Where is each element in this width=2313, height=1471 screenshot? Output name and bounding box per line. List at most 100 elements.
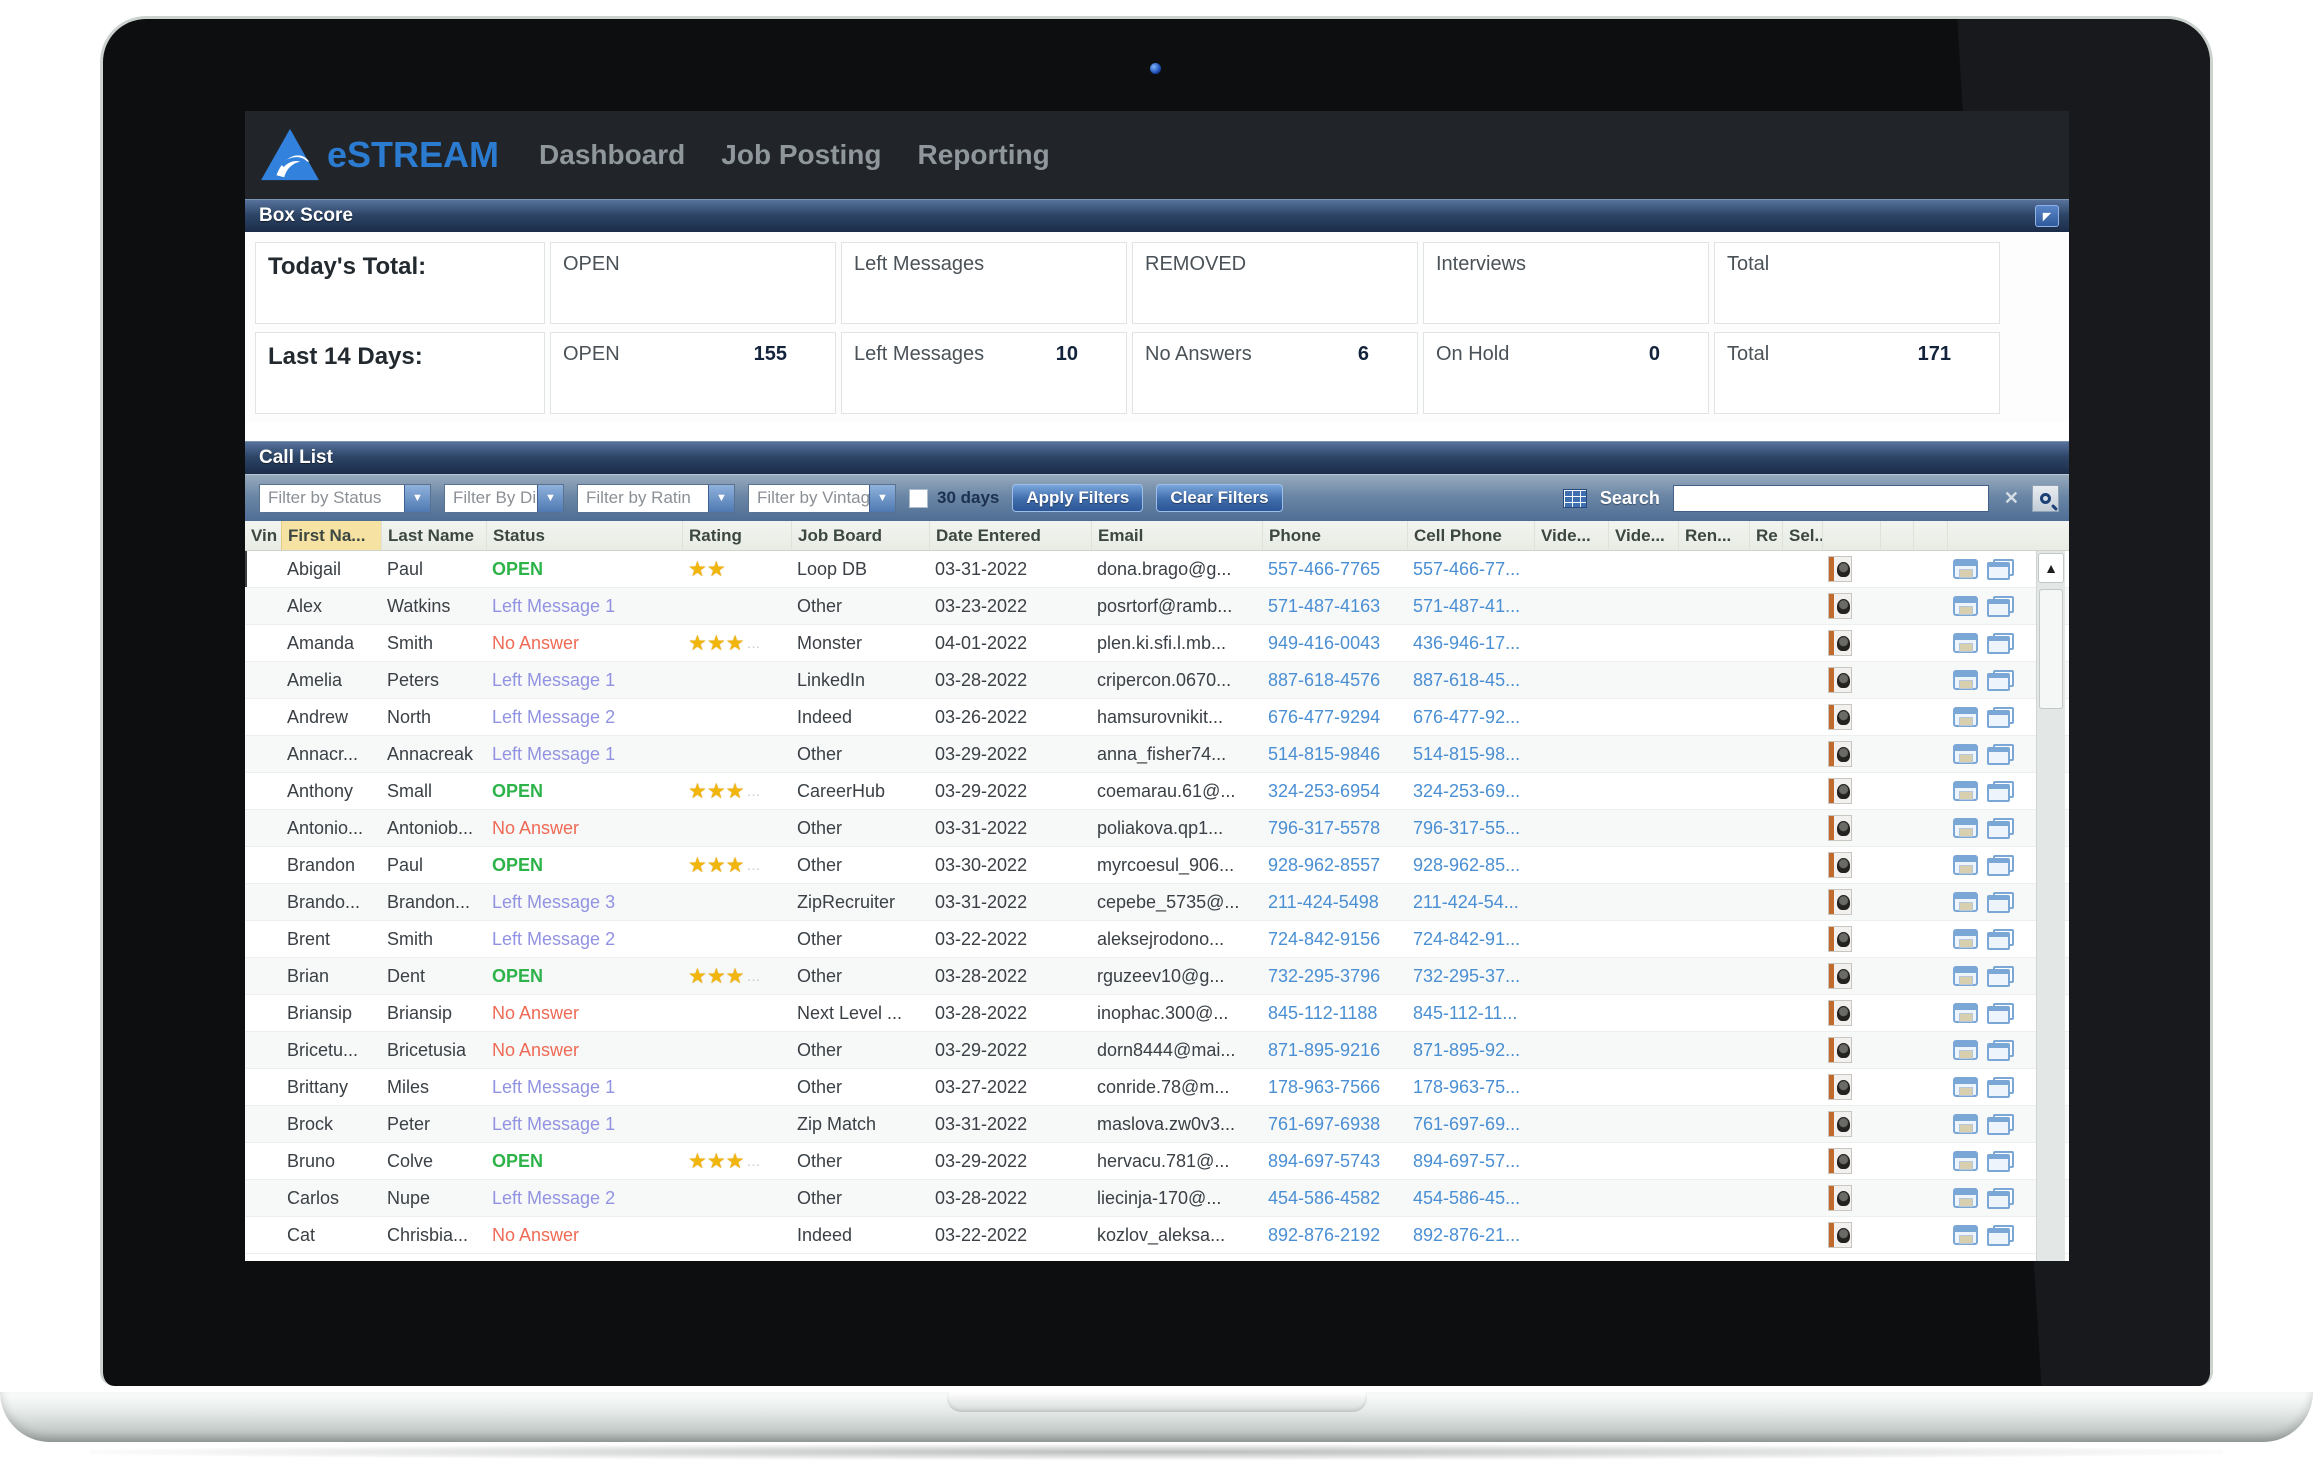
column-header-18[interactable] (1947, 521, 2024, 550)
column-header-14[interactable]: Sel... (1782, 521, 1822, 550)
contact-card-icon[interactable] (1828, 1148, 1852, 1174)
table-row[interactable]: Brando... Brandon... Left Message 3 ZipRecr… (245, 884, 2069, 921)
phone-link[interactable]: 324-253-6954 (1268, 780, 1381, 801)
column-header-10[interactable]: Vide... (1534, 521, 1608, 550)
phone-link[interactable]: 676-477-9294 (1268, 706, 1381, 727)
days-checkbox[interactable] (909, 488, 928, 508)
cascade-windows-icon[interactable] (1987, 1224, 2014, 1246)
table-row[interactable]: Bricetu... Bricetusia No Answer Other 03-29-… (245, 1032, 2069, 1069)
cell-phone-link[interactable]: 871-895-92... (1413, 1039, 1521, 1060)
table-row[interactable]: Cat Chrisbia... No Answer Indeed 03-22-2022 k… (245, 1217, 2069, 1254)
cascade-windows-icon[interactable] (1987, 706, 2014, 728)
filter-dropdown-1[interactable]: Filter by Status ▼ (259, 483, 431, 513)
filter-dropdown-2[interactable]: Filter By Di ▼ (444, 483, 564, 513)
open-record-icon[interactable] (1953, 1188, 1978, 1208)
column-header-1[interactable]: First Na... (281, 521, 381, 550)
cascade-windows-icon[interactable] (1987, 1187, 2014, 1209)
open-record-icon[interactable] (1953, 1151, 1978, 1171)
cell-phone-link[interactable]: 454-586-45... (1413, 1187, 1521, 1208)
table-row[interactable]: Andrew North Left Message 2 Indeed 03-26-202… (245, 699, 2069, 736)
contact-card-icon[interactable] (1828, 926, 1852, 952)
table-row[interactable]: Brandon Paul OPEN ★★★… Other 03-30-2022 myrcoe… (245, 847, 2069, 884)
open-record-icon[interactable] (1953, 966, 1978, 986)
cell-phone-link[interactable]: 724-842-91... (1413, 928, 1521, 949)
clear-filters-button[interactable]: Clear Filters (1156, 484, 1283, 512)
open-record-icon[interactable] (1953, 596, 1978, 616)
phone-link[interactable]: 887-618-4576 (1268, 669, 1381, 690)
table-row[interactable]: Alex Watkins Left Message 1 Other 03-23-2022… (245, 588, 2069, 625)
column-header-3[interactable]: Status (486, 521, 682, 550)
column-header-12[interactable]: Ren... (1678, 521, 1749, 550)
cell-phone-link[interactable]: 324-253-69... (1413, 780, 1521, 801)
phone-link[interactable]: 557-466-7765 (1268, 558, 1381, 579)
phone-link[interactable]: 454-586-4582 (1268, 1187, 1381, 1208)
open-record-icon[interactable] (1953, 707, 1978, 727)
phone-link[interactable]: 514-815-9846 (1268, 743, 1381, 764)
open-record-icon[interactable] (1953, 670, 1978, 690)
search-input[interactable] (1672, 484, 1989, 512)
cascade-windows-icon[interactable] (1987, 780, 2014, 802)
phone-link[interactable]: 571-487-4163 (1268, 595, 1381, 616)
cascade-windows-icon[interactable] (1987, 743, 2014, 765)
open-record-icon[interactable] (1953, 559, 1978, 579)
column-header-9[interactable]: Cell Phone (1407, 521, 1534, 550)
table-row[interactable]: Brent Smith Left Message 2 Other 03-22-2022 a… (245, 921, 2069, 958)
phone-link[interactable]: 892-876-2192 (1268, 1224, 1381, 1245)
contact-card-icon[interactable] (1828, 963, 1852, 989)
cell-phone-link[interactable]: 571-487-41... (1413, 595, 1521, 616)
table-row[interactable]: Briansip Briansip No Answer Next Level ... 0… (245, 995, 2069, 1032)
open-record-icon[interactable] (1953, 744, 1978, 764)
open-record-icon[interactable] (1953, 1225, 1978, 1245)
phone-link[interactable]: 949-416-0043 (1268, 632, 1381, 653)
phone-link[interactable]: 928-962-8557 (1268, 854, 1381, 875)
open-record-icon[interactable] (1953, 1040, 1978, 1060)
open-record-icon[interactable] (1953, 1077, 1978, 1097)
open-record-icon[interactable] (1953, 1003, 1978, 1023)
cell-phone-link[interactable]: 892-876-21... (1413, 1224, 1521, 1245)
contact-card-icon[interactable] (1828, 852, 1852, 878)
open-record-icon[interactable] (1953, 781, 1978, 801)
collapse-panel-icon[interactable]: ◤ (2035, 205, 2059, 227)
cell-phone-link[interactable]: 732-295-37... (1413, 965, 1521, 986)
table-row[interactable]: Carlos Nupe Left Message 2 Other 03-28-2022 l… (245, 1180, 2069, 1217)
phone-link[interactable]: 894-697-5743 (1268, 1150, 1381, 1171)
phone-link[interactable]: 871-895-9216 (1268, 1039, 1381, 1060)
clear-search-icon[interactable]: ✕ (2003, 487, 2019, 508)
cell-phone-link[interactable]: 761-697-69... (1413, 1113, 1521, 1134)
phone-link[interactable]: 178-963-7566 (1268, 1076, 1381, 1097)
cell-phone-link[interactable]: 514-815-98... (1413, 743, 1521, 764)
column-header-11[interactable]: Vide... (1608, 521, 1678, 550)
cascade-windows-icon[interactable] (1987, 1002, 2014, 1024)
column-header-2[interactable]: Last Name (381, 521, 486, 550)
open-record-icon[interactable] (1953, 818, 1978, 838)
contact-card-icon[interactable] (1828, 1037, 1852, 1063)
contact-card-icon[interactable] (1828, 778, 1852, 804)
contact-card-icon[interactable] (1828, 667, 1852, 693)
column-header-7[interactable]: Email (1091, 521, 1262, 550)
phone-link[interactable]: 211-424-5498 (1268, 891, 1379, 912)
filter-dropdown-4[interactable]: Filter by Vintag ▼ (748, 483, 896, 513)
cascade-windows-icon[interactable] (1987, 965, 2014, 987)
table-row[interactable]: Brock Peter Left Message 1 Zip Match 03-31-2… (245, 1106, 2069, 1143)
contact-card-icon[interactable] (1828, 630, 1852, 656)
cascade-windows-icon[interactable] (1987, 595, 2014, 617)
nav-item-job-posting[interactable]: Job Posting (721, 139, 882, 170)
open-record-icon[interactable] (1953, 892, 1978, 912)
open-record-icon[interactable] (1953, 929, 1978, 949)
cascade-windows-icon[interactable] (1987, 854, 2014, 876)
search-button[interactable] (2032, 484, 2059, 512)
column-header-4[interactable]: Rating (682, 521, 791, 550)
column-header-16[interactable] (1880, 521, 1913, 550)
cascade-windows-icon[interactable] (1987, 817, 2014, 839)
contact-card-icon[interactable] (1828, 1074, 1852, 1100)
column-header-6[interactable]: Date Entered (929, 521, 1091, 550)
scrollbar-thumb[interactable] (2039, 589, 2063, 709)
nav-item-dashboard[interactable]: Dashboard (539, 139, 686, 170)
cell-phone-link[interactable]: 887-618-45... (1413, 669, 1521, 690)
contact-card-icon[interactable] (1828, 741, 1852, 767)
contact-card-icon[interactable] (1828, 1000, 1852, 1026)
cell-phone-link[interactable]: 436-946-17... (1413, 632, 1521, 653)
cascade-windows-icon[interactable] (1987, 669, 2014, 691)
table-row[interactable]: Antonio... Antoniob... No Answer Other 03-31… (245, 810, 2069, 847)
contact-card-icon[interactable] (1828, 704, 1852, 730)
